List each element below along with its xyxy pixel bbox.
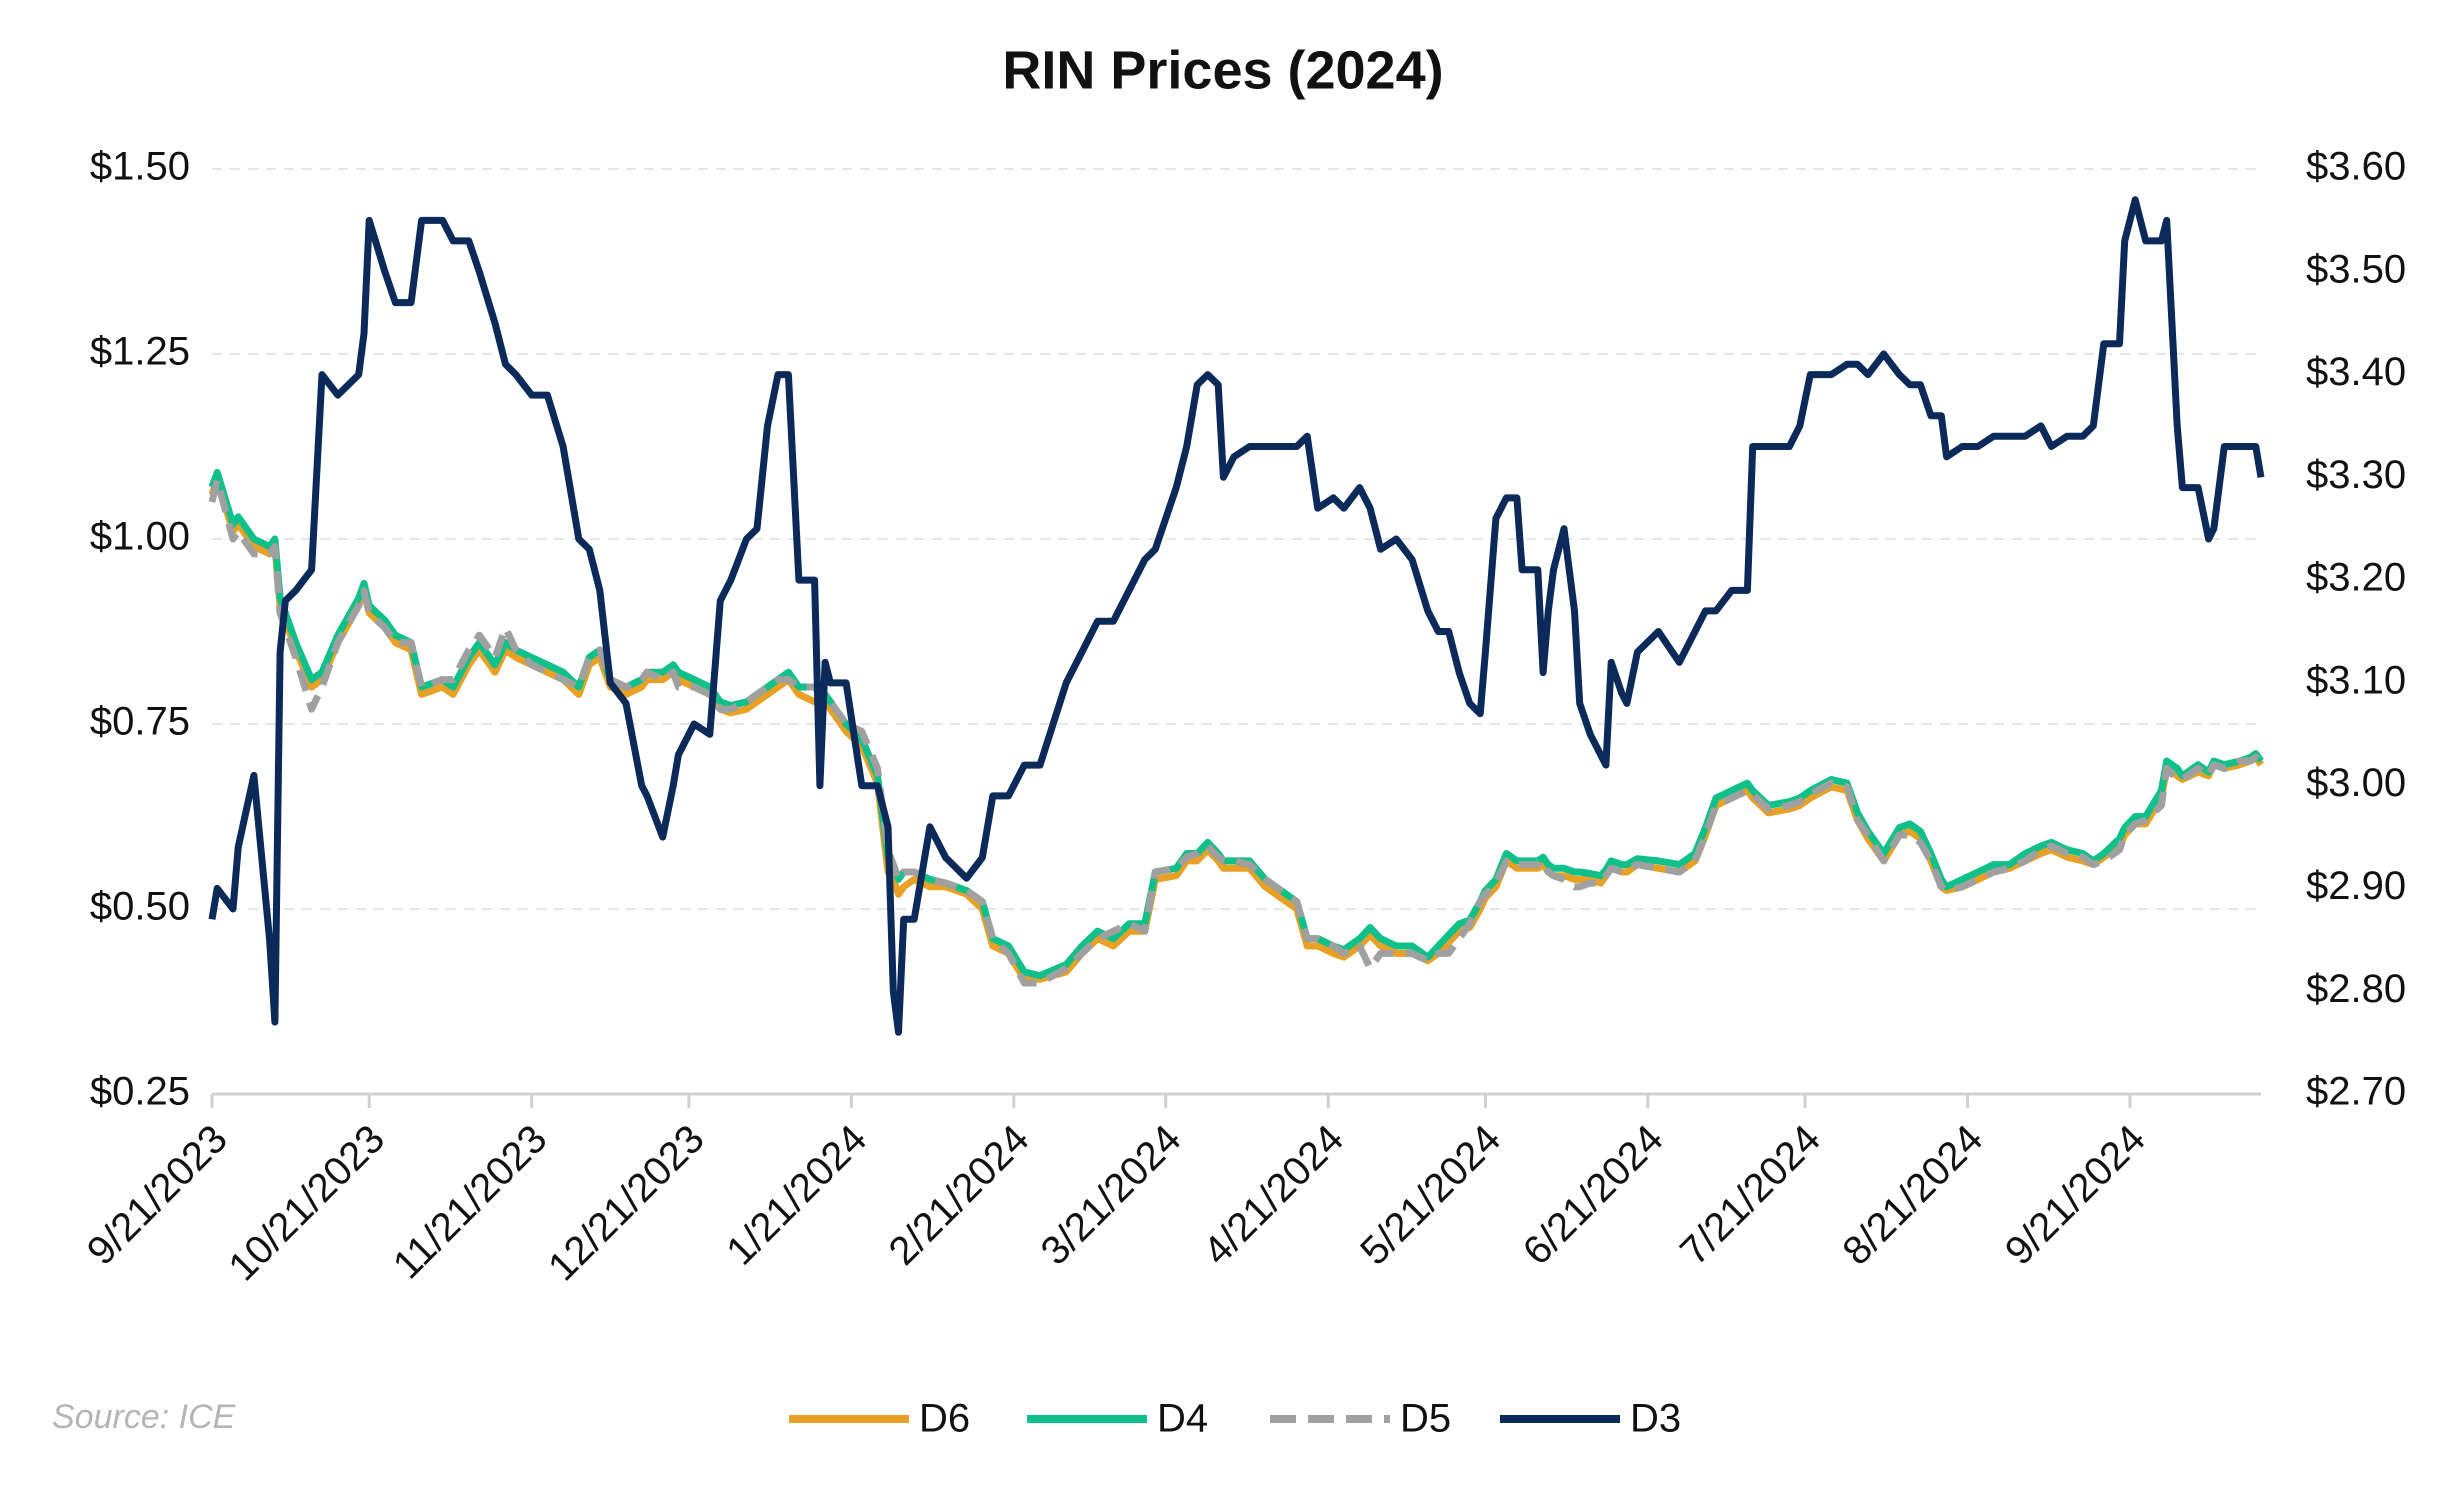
y-tick-label: $0.50 (90, 885, 190, 929)
x-tick-label: 7/21/2024 (1672, 1117, 1829, 1274)
x-tick-label: 3/21/2024 (1033, 1117, 1190, 1274)
y2-tick-label: $2.70 (2306, 1070, 2406, 1114)
x-tick-label: 11/21/2023 (385, 1117, 556, 1288)
y-tick-label: $1.50 (90, 145, 190, 189)
y2-tick-label: $3.50 (2306, 247, 2406, 291)
x-tick-label: 9/21/2023 (79, 1117, 236, 1274)
y2-tick-label: $3.60 (2306, 145, 2406, 189)
x-tick-label: 4/21/2024 (1195, 1117, 1352, 1274)
x-tick-label: 5/21/2024 (1352, 1117, 1509, 1274)
y-tick-label: $0.25 (90, 1070, 190, 1114)
y2-tick-label: $3.20 (2306, 556, 2406, 600)
y2-tick-label: $3.40 (2306, 350, 2406, 394)
y-tick-label: $0.75 (90, 700, 190, 744)
x-tick-label: 6/21/2024 (1515, 1117, 1672, 1274)
series-line (208, 476, 2264, 987)
y2-tick-label: $3.30 (2306, 453, 2406, 497)
y2-tick-label: $2.90 (2306, 864, 2406, 908)
y-tick-label: $1.00 (90, 515, 190, 559)
series-line (208, 476, 2264, 983)
y-tick-label: $1.25 (90, 330, 190, 374)
y2-tick-label: $3.10 (2306, 658, 2406, 702)
legend-label: D3 (1630, 1397, 1681, 1441)
x-tick-label: 10/21/2023 (220, 1117, 393, 1290)
legend-label: D5 (1400, 1397, 1451, 1441)
y2-tick-label: $2.80 (2306, 967, 2406, 1011)
source-note: Source: ICE (52, 1398, 236, 1436)
chart-title: RIN Prices (2024) (1002, 40, 1443, 100)
x-tick-label: 8/21/2024 (1834, 1117, 1991, 1274)
y2-tick-label: $3.00 (2306, 761, 2406, 805)
x-tick-label: 9/21/2024 (1997, 1117, 2154, 1274)
x-tick-label: 12/21/2023 (540, 1117, 713, 1290)
series-line (208, 196, 2265, 1036)
x-tick-label: 1/21/2024 (718, 1117, 875, 1274)
legend-label: D4 (1157, 1397, 1208, 1441)
x-tick-label: 2/21/2024 (881, 1117, 1038, 1274)
legend-label: D6 (919, 1397, 970, 1441)
